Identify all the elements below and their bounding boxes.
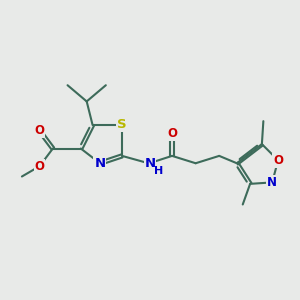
Text: S: S [117, 118, 127, 131]
Text: N: N [267, 176, 277, 189]
Text: O: O [34, 160, 45, 173]
Text: O: O [273, 154, 283, 167]
Text: H: H [154, 167, 164, 176]
Text: O: O [167, 127, 177, 140]
Text: O: O [34, 124, 45, 137]
Text: N: N [94, 157, 106, 170]
Text: N: N [144, 157, 156, 170]
